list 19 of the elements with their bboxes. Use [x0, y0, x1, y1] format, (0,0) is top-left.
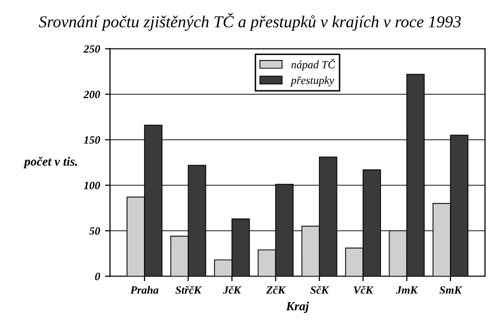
chart-title: Srovnání počtu zjištěných TČ a přestupků v krajích v roce 1993: [38, 13, 461, 31]
x-tick-label: VčK: [354, 286, 374, 294]
y-tick-label: 200: [83, 90, 100, 98]
legend-label: přestupky: [290, 76, 334, 86]
x-tick-label: ZčK: [266, 286, 286, 294]
x-tick-label: JčK: [222, 286, 242, 294]
y-tick-label: 0: [95, 272, 100, 280]
x-tick-label: Praha: [130, 286, 158, 294]
y-axis-title: počet v tis.: [23, 156, 78, 168]
x-tick-label: SčK: [310, 286, 330, 294]
x-tick-label: StřčK: [175, 286, 202, 294]
legend-label: nápad TČ: [291, 58, 336, 71]
x-tick-label: JmK: [396, 286, 418, 294]
y-tick-label: 150: [84, 136, 100, 144]
y-tick-label: 50: [89, 227, 100, 235]
y-tick-label: 250: [83, 45, 100, 53]
y-tick-label: 100: [84, 182, 100, 190]
x-axis-title: Kraj: [286, 302, 309, 313]
x-tick-label: SmK: [440, 286, 462, 294]
